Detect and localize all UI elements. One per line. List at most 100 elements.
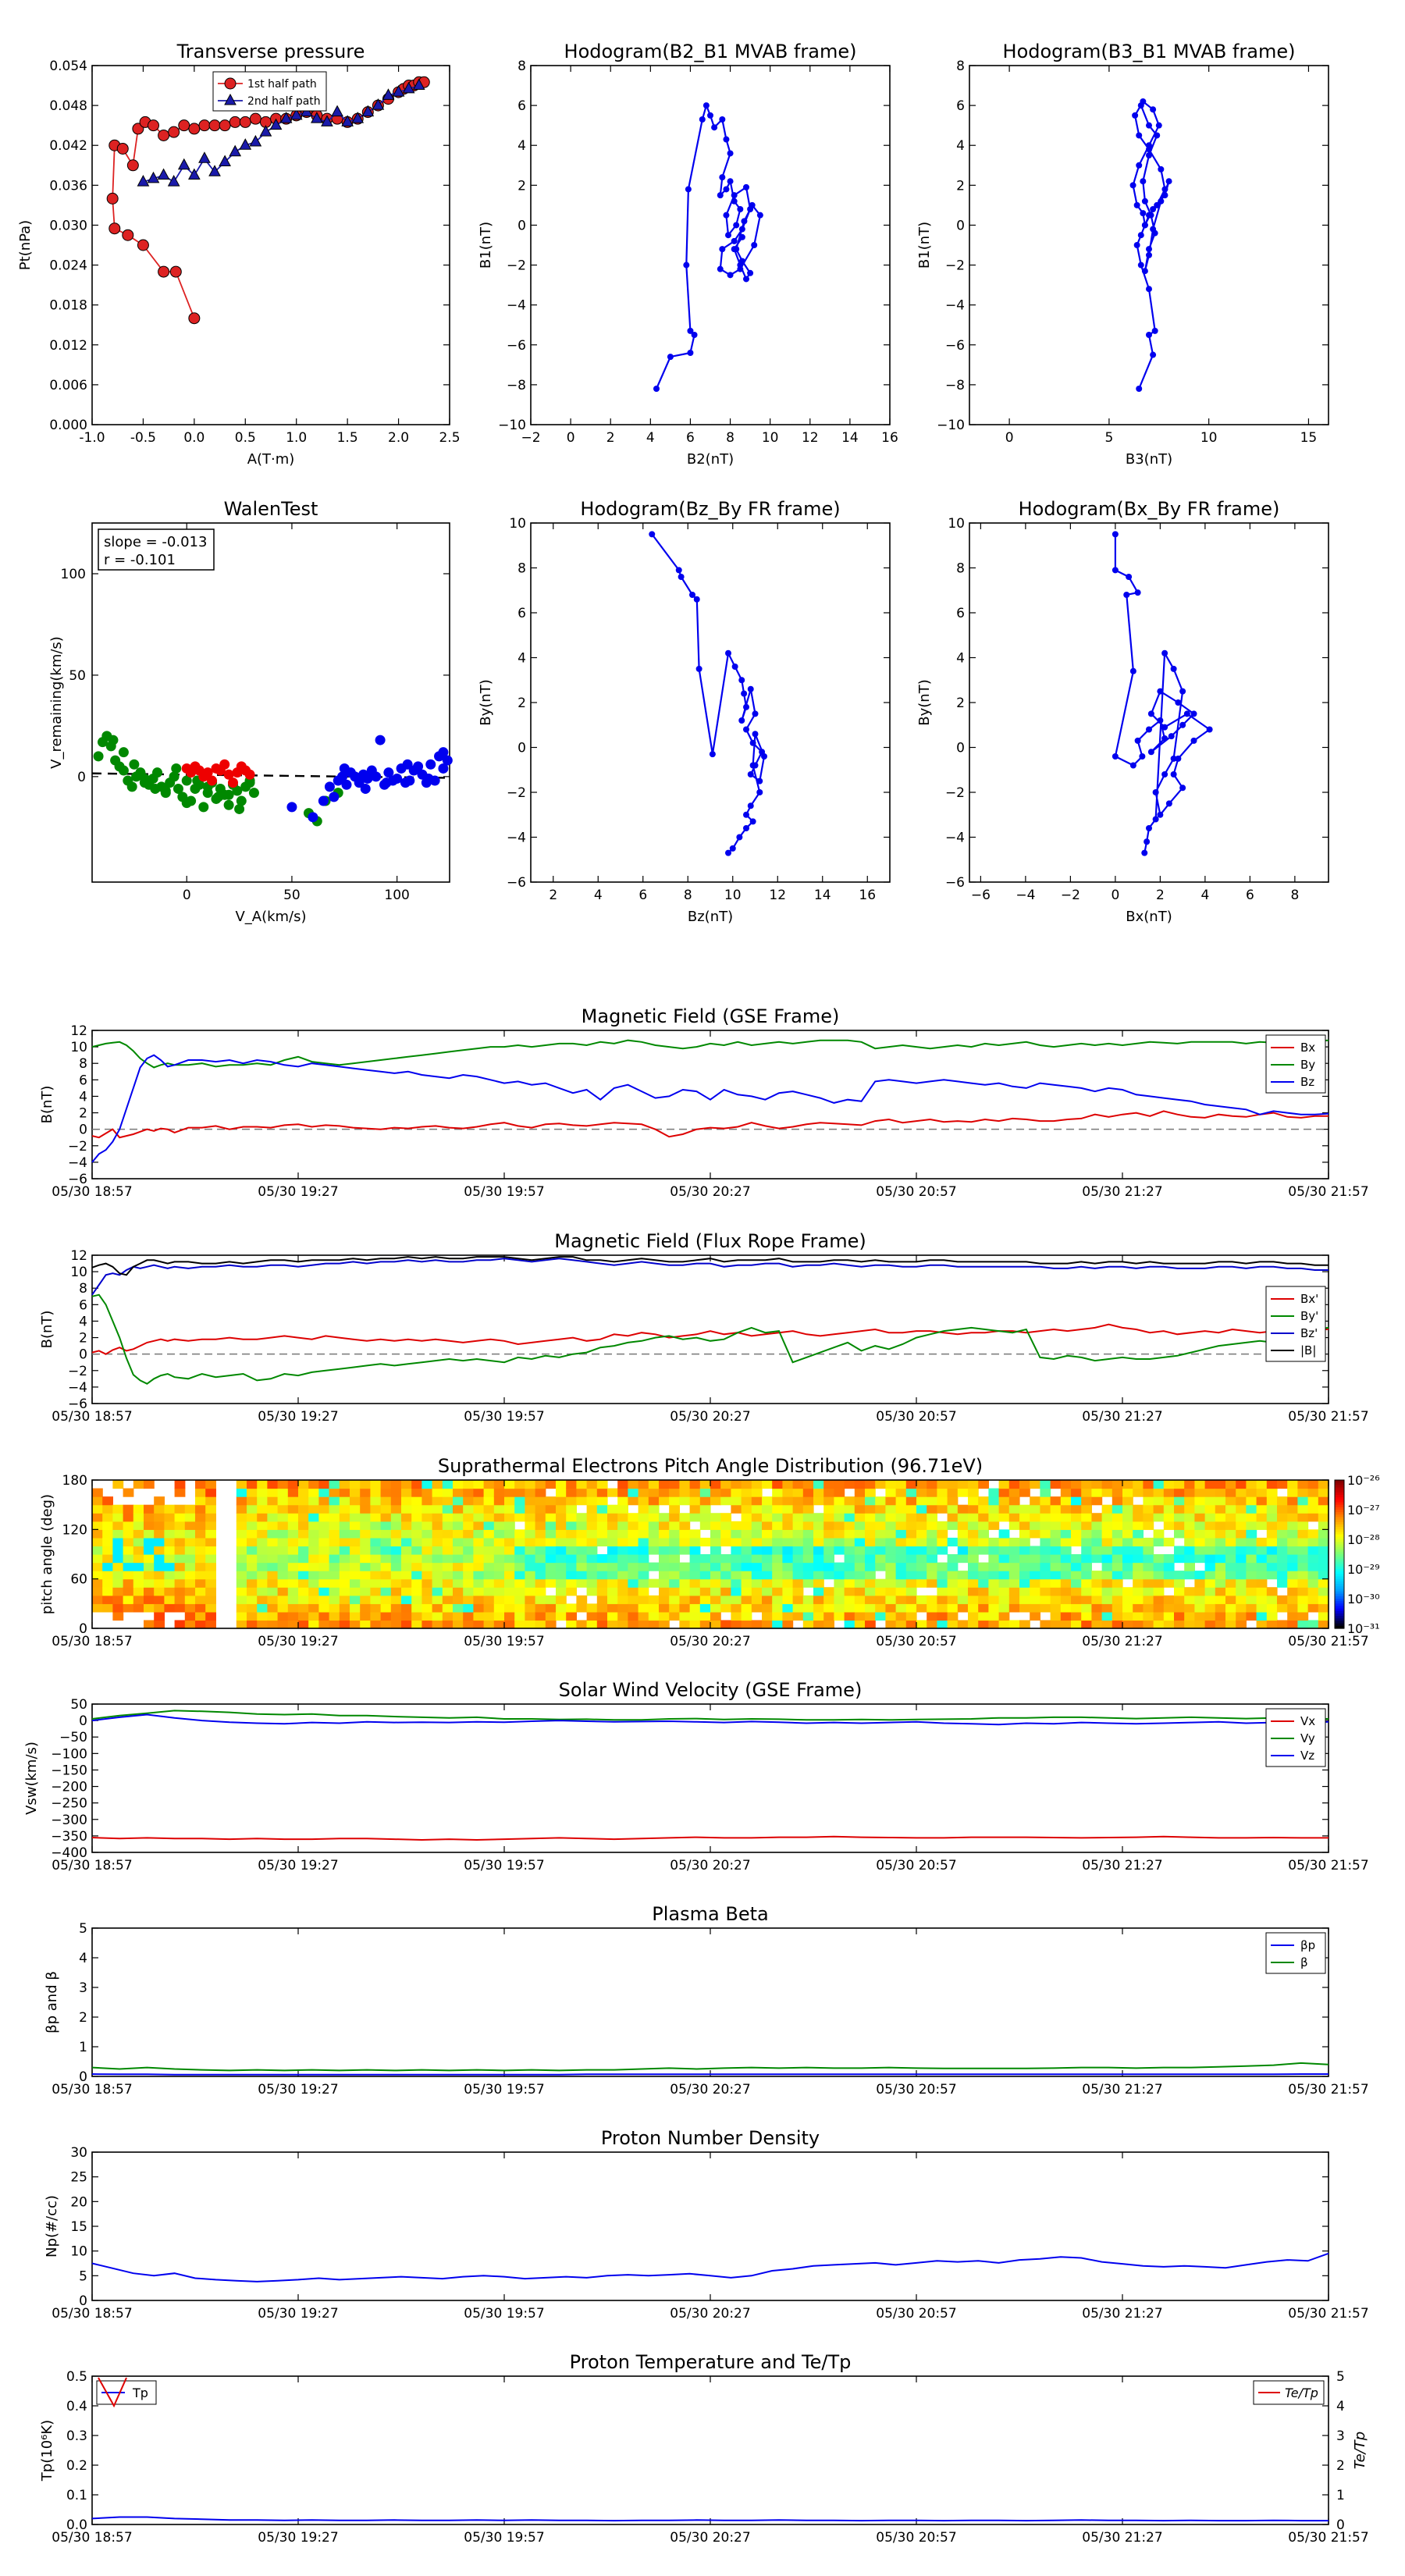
heatmap-cell [257, 1562, 268, 1571]
heatmap-cell [483, 1546, 495, 1555]
data-point [747, 802, 754, 809]
heatmap-cell [1040, 1488, 1051, 1497]
y-tick-label: −4 [945, 298, 965, 314]
heatmap-cell [339, 1587, 350, 1596]
heatmap-cell [927, 1513, 937, 1522]
y-axis-label: B1(nT) [916, 222, 933, 269]
heatmap-cell [380, 1578, 392, 1588]
heatmap-cell [916, 1554, 927, 1564]
heatmap-cell [895, 1571, 907, 1580]
data-point [1137, 262, 1144, 269]
data-point [1179, 688, 1186, 695]
colorbar-label: 10⁻³⁰ [1347, 1592, 1380, 1606]
heatmap-cell [607, 1513, 618, 1522]
y-tick-label: 0 [956, 218, 965, 233]
heatmap-cell [885, 1587, 897, 1596]
data-point [747, 685, 754, 692]
y-tick-label: 6 [956, 98, 965, 114]
plot-frame [91, 1703, 1329, 1853]
y-tick-label: 6 [518, 98, 526, 114]
heatmap-cell [318, 1603, 330, 1613]
data-point [725, 649, 731, 656]
x-tick-label: 100 [384, 888, 409, 903]
heatmap-cell [556, 1571, 567, 1580]
heatmap-cell [133, 1562, 144, 1571]
heatmap-cell [689, 1578, 701, 1588]
x-tick-label: 4 [594, 888, 603, 903]
heatmap-cell [802, 1513, 814, 1522]
y-tick-label: 0 [518, 741, 526, 756]
heatmap-cell [1060, 1611, 1072, 1621]
heatmap-cell [885, 1521, 897, 1530]
data-point [219, 759, 230, 770]
data-point [244, 769, 255, 780]
data-point [719, 116, 726, 123]
heatmap-cell [473, 1546, 485, 1555]
data-point [137, 239, 149, 251]
y-tick-label: −2 [68, 1139, 87, 1155]
heatmap-cell [350, 1587, 361, 1596]
data-point [147, 171, 160, 183]
y-tick-label: 6 [79, 1297, 87, 1313]
heatmap-cell [318, 1578, 330, 1588]
data-point [751, 242, 758, 248]
heatmap-cell [1101, 1537, 1113, 1547]
heatmap-cell [1060, 1504, 1072, 1514]
heatmap-cell [453, 1496, 464, 1506]
heatmap-cell [1194, 1554, 1206, 1564]
data-point [738, 233, 745, 240]
colorbar-segment [1335, 1525, 1344, 1528]
heatmap-cell [988, 1603, 1000, 1613]
heatmap-cell [1256, 1603, 1268, 1613]
legend: βpβ [1265, 1932, 1326, 1974]
heatmap-cell [792, 1562, 804, 1571]
heatmap-cell [154, 1620, 165, 1629]
heatmap-cell [1184, 1480, 1195, 1489]
data-point [1140, 210, 1147, 217]
heatmap-cell [1307, 1513, 1319, 1522]
heatmap-cell [92, 1603, 103, 1613]
x-tick-label: 05/30 19:27 [258, 2530, 338, 2546]
heatmap-cell [782, 1513, 794, 1522]
heatmap-cell [1019, 1620, 1030, 1629]
x-tick-label: 05/30 20:57 [876, 2530, 956, 2546]
heatmap-cell [566, 1554, 577, 1564]
heatmap-cell [370, 1603, 382, 1613]
heatmap-cell [154, 1611, 165, 1621]
heatmap-cell [1256, 1488, 1268, 1497]
data-point [198, 119, 211, 132]
heatmap-cell [679, 1513, 691, 1522]
heatmap-cell [1060, 1620, 1072, 1629]
colorbar-segment [1335, 1536, 1344, 1540]
heatmap-cell [741, 1578, 752, 1588]
heatmap-cell [1174, 1578, 1185, 1588]
data-point [137, 175, 150, 187]
heatmap-cell [865, 1513, 876, 1522]
heatmap-cell [617, 1562, 628, 1571]
heatmap-cell [689, 1529, 701, 1539]
data-point [239, 116, 251, 128]
heatmap-cell [339, 1595, 350, 1604]
heatmap-cell [947, 1611, 959, 1621]
heatmap-cell [576, 1595, 588, 1604]
heatmap-cell [1184, 1587, 1195, 1596]
heatmap-cell [1081, 1587, 1092, 1596]
heatmap-cell [710, 1537, 721, 1547]
heatmap-cell [144, 1521, 155, 1530]
heatmap-cell [710, 1595, 721, 1604]
heatmap-cell [1091, 1571, 1103, 1580]
heatmap-cell [1071, 1620, 1082, 1629]
data-point [1150, 106, 1157, 113]
heatmap-cell [813, 1571, 824, 1580]
heatmap-cell [1194, 1611, 1206, 1621]
panel-vsw: Solar Wind Velocity (GSE Frame)500−50−10… [23, 1679, 1369, 1873]
heatmap-cell [298, 1562, 309, 1571]
heatmap-cell [453, 1504, 464, 1514]
heatmap-cell [1122, 1562, 1133, 1571]
heatmap-cell [525, 1603, 536, 1613]
heatmap-cell [638, 1562, 649, 1571]
heatmap-cell [92, 1537, 103, 1547]
heatmap-cell [298, 1571, 309, 1580]
heatmap-cell [1194, 1521, 1206, 1530]
